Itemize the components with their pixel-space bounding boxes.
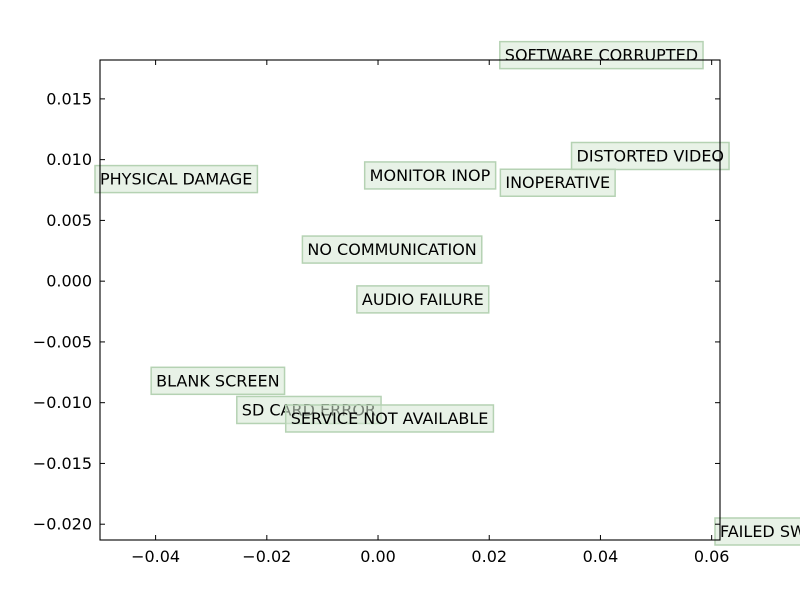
x-tick-label: 0.00 bbox=[360, 547, 396, 566]
x-tick-label: −0.02 bbox=[242, 547, 291, 566]
data-point-box bbox=[356, 285, 490, 314]
data-point-box bbox=[499, 168, 616, 197]
x-tick-label: 0.06 bbox=[694, 547, 730, 566]
data-point: INOPERATIVE bbox=[499, 168, 616, 197]
y-tick-label: −0.010 bbox=[33, 393, 92, 412]
axis-ticks: −0.04 −0.02 0.00 0.02 0.04 0.06 0.015 0.010 0.00… bbox=[33, 60, 730, 566]
data-point-box bbox=[499, 40, 704, 70]
data-point-label: FAILED SW bbox=[720, 522, 800, 541]
data-point-label: NO COMMUNICATION bbox=[307, 240, 476, 259]
data-point: AUDIO FAILURE bbox=[356, 285, 490, 314]
data-point-box bbox=[714, 517, 800, 546]
data-point-box bbox=[301, 235, 483, 264]
data-point: PHYSICAL DAMAGE bbox=[94, 164, 259, 194]
data-point: NO COMMUNICATION bbox=[301, 235, 483, 264]
data-point-box bbox=[150, 366, 286, 396]
data-point: SOFTWARE CORRUPTED bbox=[499, 40, 704, 70]
plot-frame bbox=[99, 59, 721, 541]
data-point-label: AUDIO FAILURE bbox=[362, 290, 484, 309]
y-tick-label: 0.000 bbox=[46, 272, 92, 291]
y-tick-label: 0.010 bbox=[46, 150, 92, 169]
data-point: SERVICE NOT AVAILABLE bbox=[284, 404, 495, 433]
data-point-label: SOFTWARE CORRUPTED bbox=[505, 46, 698, 65]
data-point-label: INOPERATIVE bbox=[505, 173, 610, 192]
y-tick-label: −0.005 bbox=[33, 332, 92, 351]
data-point-label: BLANK SCREEN bbox=[156, 371, 279, 390]
point-labels: SOFTWARE CORRUPTED DISTORTED VIDEO PHYSICA… bbox=[94, 40, 800, 546]
x-tick-label: 0.02 bbox=[471, 547, 507, 566]
data-point: MONITOR INOP bbox=[363, 161, 497, 190]
data-point-box bbox=[570, 141, 730, 171]
y-tick-label: 0.015 bbox=[46, 89, 92, 108]
y-tick-label: −0.020 bbox=[33, 515, 92, 534]
data-point-label: PHYSICAL DAMAGE bbox=[100, 170, 252, 189]
data-point: BLANK SCREEN bbox=[150, 366, 286, 396]
y-tick-label: 0.005 bbox=[46, 211, 92, 230]
data-point-label: MONITOR INOP bbox=[370, 166, 491, 185]
data-point-box bbox=[284, 404, 495, 433]
data-point-label: SERVICE NOT AVAILABLE bbox=[291, 409, 489, 428]
x-tick-label: 0.04 bbox=[583, 547, 619, 566]
data-point: FAILED SW bbox=[714, 517, 800, 546]
data-point-box bbox=[94, 164, 259, 194]
data-point: DISTORTED VIDEO bbox=[570, 141, 730, 171]
data-point-label: DISTORTED VIDEO bbox=[577, 147, 725, 166]
x-tick-label: −0.04 bbox=[131, 547, 180, 566]
y-tick-label: −0.015 bbox=[33, 454, 92, 473]
data-point-box bbox=[363, 161, 497, 190]
